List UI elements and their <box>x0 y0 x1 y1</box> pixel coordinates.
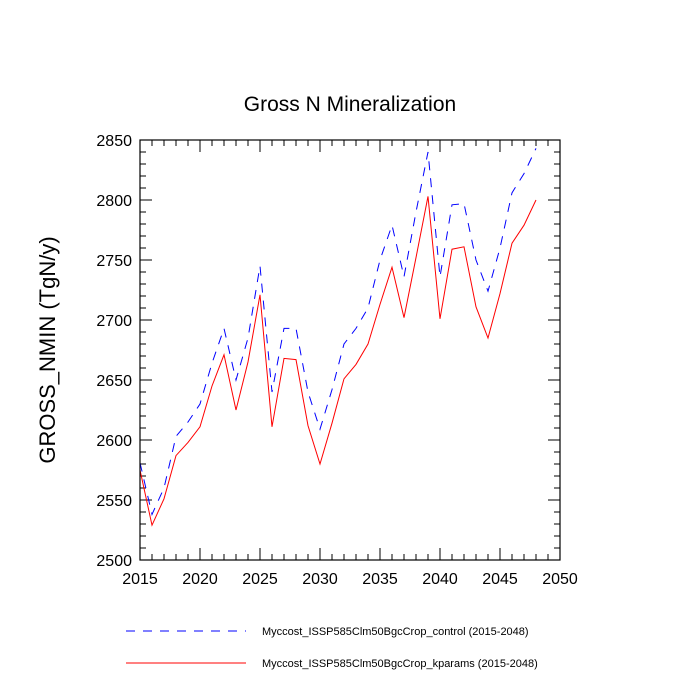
x-tick-label: 2035 <box>362 571 398 588</box>
x-tick-label: 2020 <box>182 571 218 588</box>
y-tick-label: 2550 <box>96 493 132 510</box>
y-tick-label: 2750 <box>96 253 132 270</box>
y-tick-label: 2800 <box>96 193 132 210</box>
x-tick-label: 2025 <box>242 571 278 588</box>
x-tick-label: 2030 <box>302 571 338 588</box>
x-tick-label: 2045 <box>482 571 518 588</box>
legend-label-control: Myccost_ISSP585Clm50BgcCrop_control (201… <box>262 626 529 638</box>
x-tick-label: 2015 <box>122 571 158 588</box>
legend: Myccost_ISSP585Clm50BgcCrop_control (201… <box>126 626 538 670</box>
y-tick-label: 2500 <box>96 553 132 570</box>
y-axis-label: GROSS_NMIN (TgN/y) <box>35 236 60 463</box>
series-line-control <box>139 148 537 516</box>
y-tick-label: 2600 <box>96 433 132 450</box>
series-lines <box>139 148 537 527</box>
legend-label-kparams: Myccost_ISSP585Clm50BgcCrop_kparams (201… <box>262 658 538 670</box>
y-tick-label: 2700 <box>96 313 132 330</box>
y-tick-label: 2650 <box>96 373 132 390</box>
axis-tick-labels: 2015 2020 2025 2030 2035 2040 2045 2050 2500 2550… <box>96 133 577 588</box>
series-line-kparams <box>139 196 537 527</box>
x-tick-label: 2040 <box>422 571 458 588</box>
y-tick-label: 2850 <box>96 133 132 150</box>
plot-frame <box>139 139 561 561</box>
axis-ticks <box>139 139 561 561</box>
x-tick-label: 2050 <box>542 571 578 588</box>
chart-title: Gross N Mineralization <box>244 93 456 116</box>
